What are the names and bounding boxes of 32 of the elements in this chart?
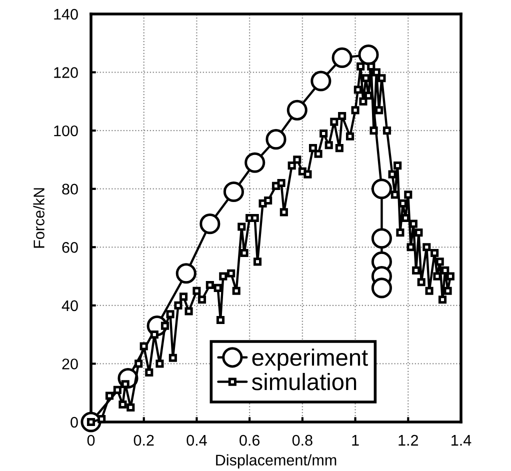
point: [358, 44, 379, 66]
y-tick-label: 60: [62, 242, 78, 253]
point: [286, 100, 308, 120]
y-tick-label: 140: [54, 8, 78, 20]
point: [371, 278, 392, 298]
y-tick-label: 20: [62, 358, 78, 370]
y-tick-label: 0: [70, 416, 78, 428]
point: [176, 263, 196, 284]
x-tick-label: 0.2: [134, 434, 154, 446]
point: [310, 70, 332, 92]
point: [371, 228, 392, 249]
legend-label: experiment: [252, 348, 368, 371]
y-tick-label: 40: [62, 300, 78, 312]
y-tick-label: 100: [54, 125, 78, 136]
point: [244, 152, 266, 173]
x-tick-label: 0.8: [292, 434, 312, 446]
x-tick-label: 0: [87, 434, 95, 446]
point: [332, 47, 352, 68]
x-tick-label: 1: [352, 435, 359, 446]
y-axis-title: Force/kN: [33, 188, 44, 248]
point: [200, 214, 220, 234]
x-axis-title: Displacement/mm: [216, 454, 336, 469]
x-tick-label: 1.4: [452, 435, 472, 446]
x-tick-label: 0.6: [240, 434, 260, 446]
point: [223, 181, 244, 202]
legend-label: simulation: [252, 372, 356, 390]
x-tick-label: 0.4: [186, 434, 207, 446]
point: [266, 129, 286, 150]
point: [371, 178, 392, 200]
x-tick-label: 1.2: [398, 434, 418, 446]
y-tick-label: 120: [54, 67, 78, 78]
y-tick-label: 80: [62, 184, 78, 195]
